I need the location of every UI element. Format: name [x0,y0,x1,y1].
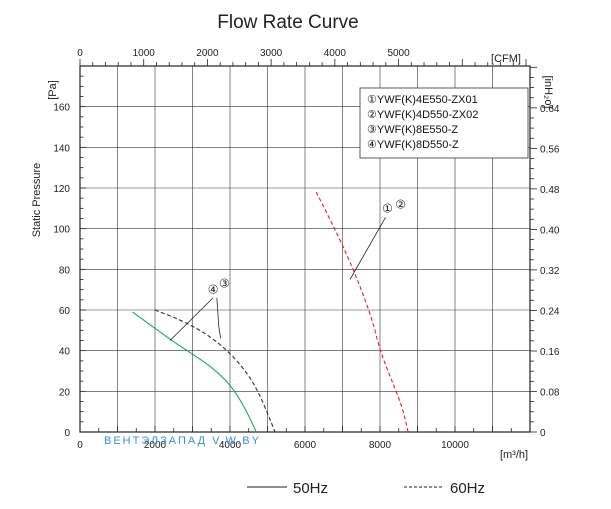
y-tick-label-40: 40 [59,347,71,358]
frequency-legend: 50Hz 60Hz [247,480,485,497]
right-unit-label: [inH₂o] [542,75,554,108]
legend-box [359,87,529,159]
top-tick-label-3000: 3000 [260,48,283,59]
x-tick-label-10000: 10000 [441,440,469,451]
series-curves [132,191,409,433]
top-tick-label-5000: 5000 [387,48,410,59]
legend-item-2: ②YWF(K)4D550-ZX02 [367,109,478,121]
top-tick-label-0: 0 [77,48,83,59]
right-tick-label-6: 0.48 [540,185,560,196]
x-tick-label-8000: 8000 [369,440,392,451]
top-unit-label: [CFM] [491,53,521,65]
left-unit-label: [Pa] [47,80,59,100]
bottom-unit-label: [m³/h] [500,449,528,461]
right-tick-label-1: 0.08 [540,387,560,398]
x-tick-label-4000: 4000 [219,440,242,451]
y-tick-label-160: 160 [53,103,70,114]
leader-line-3b [218,326,222,339]
right-tick-label-2: 0.16 [540,347,560,358]
y-tick-label-20: 20 [59,387,71,398]
series-curve-2 [132,311,257,433]
right-tick-label-4: 0.32 [540,266,560,277]
x-tick-label-6000: 6000 [294,440,317,451]
model-legend: ①YWF(K)4E550-ZX01 ②YWF(K)4D550-ZX02 ③YWF… [359,87,529,159]
right-tick-label-7: 0.56 [540,144,560,155]
right-tick-label-5: 0.40 [540,225,560,236]
series-curve-3 [154,309,276,433]
annotation-marker-4: ③ [219,277,230,291]
right-tick-label-3: 0.24 [540,306,560,317]
leader-line-1-2 [349,217,386,280]
legend-item-4: ④YWF(K)8D550-Z [367,139,459,151]
y-tick-label-100: 100 [53,225,70,236]
curve-annotations: ① ② ④ ③ [169,197,406,341]
legend-item-1: ①YWF(K)4E550-ZX01 [367,94,478,106]
y-tick-label-120: 120 [53,184,70,195]
top-tick-label-1000: 1000 [133,48,156,59]
legend-60hz-label: 60Hz [450,480,485,497]
top-tick-label-2000: 2000 [196,48,219,59]
y-tick-label-80: 80 [59,265,71,276]
axis-tick-labels: 0 2000 4000 6000 8000 10000020406080100120140… [53,48,560,451]
leader-line-4 [169,297,214,341]
y-tick-label-60: 60 [59,306,71,317]
top-tick-label-4000: 4000 [324,48,347,59]
series-curve-1 [315,191,409,433]
y-tick-label-0: 0 [64,428,70,439]
leader-line-3 [216,297,220,327]
right-tick-label-8: 0.64 [540,104,560,115]
y-axis-title: Static Pressure [31,163,43,238]
legend-item-3: ③YWF(K)8E550-Z [367,124,458,136]
axis-ticks [79,59,537,433]
annotation-marker-1: ① [382,201,393,215]
x-tick-label-2000: 2000 [144,440,167,451]
x-tick-label-0: 0 [77,440,83,451]
chart-title: Flow Rate Curve [217,12,359,33]
annotation-marker-2: ② [395,197,406,211]
legend-50hz-label: 50Hz [293,480,328,497]
right-tick-label-0: 0 [540,428,546,439]
annotation-marker-3: ④ [208,283,219,297]
y-tick-label-140: 140 [53,143,70,154]
watermark-text: ВЕНТЭЛЗАПАД V.W.BY [104,435,261,447]
